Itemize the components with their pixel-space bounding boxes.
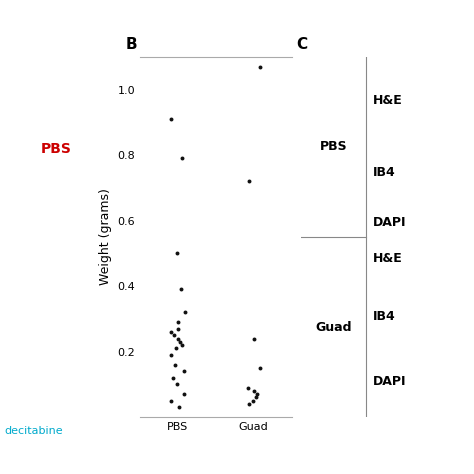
Text: DAPI: DAPI <box>373 216 406 229</box>
Point <box>177 286 185 293</box>
Point <box>250 387 258 395</box>
Point <box>249 397 257 404</box>
Text: H&E: H&E <box>373 252 402 265</box>
Point <box>171 331 178 339</box>
Point <box>174 325 182 332</box>
Point <box>181 309 189 316</box>
Point <box>174 335 182 342</box>
Text: B: B <box>126 37 137 52</box>
Text: PBS: PBS <box>40 142 71 156</box>
Point <box>177 338 184 346</box>
Point <box>254 391 261 398</box>
Point <box>174 319 182 326</box>
Point <box>170 374 177 382</box>
Text: H&E: H&E <box>373 93 402 107</box>
Point <box>167 115 175 123</box>
Y-axis label: Weight (grams): Weight (grams) <box>99 189 112 285</box>
Point <box>175 403 183 411</box>
Point <box>167 397 174 404</box>
Point <box>251 335 258 342</box>
Point <box>171 361 178 368</box>
Point <box>256 63 264 71</box>
Text: PBS: PBS <box>319 140 347 154</box>
Text: IB4: IB4 <box>373 165 395 179</box>
Point <box>244 384 252 392</box>
Point <box>252 394 260 401</box>
Point <box>167 328 175 336</box>
Text: C: C <box>296 37 307 52</box>
Point <box>167 351 175 359</box>
Point <box>178 155 186 162</box>
Point <box>246 400 253 408</box>
Point <box>172 345 180 352</box>
Point <box>256 364 264 372</box>
Text: IB4: IB4 <box>373 310 395 323</box>
Text: Guad: Guad <box>315 320 352 334</box>
Point <box>180 367 188 375</box>
Point <box>173 381 181 388</box>
Point <box>173 250 181 257</box>
Point <box>179 341 186 349</box>
Text: DAPI: DAPI <box>373 374 406 388</box>
Point <box>181 391 188 398</box>
Point <box>246 178 253 185</box>
Text: decitabine: decitabine <box>5 426 64 437</box>
